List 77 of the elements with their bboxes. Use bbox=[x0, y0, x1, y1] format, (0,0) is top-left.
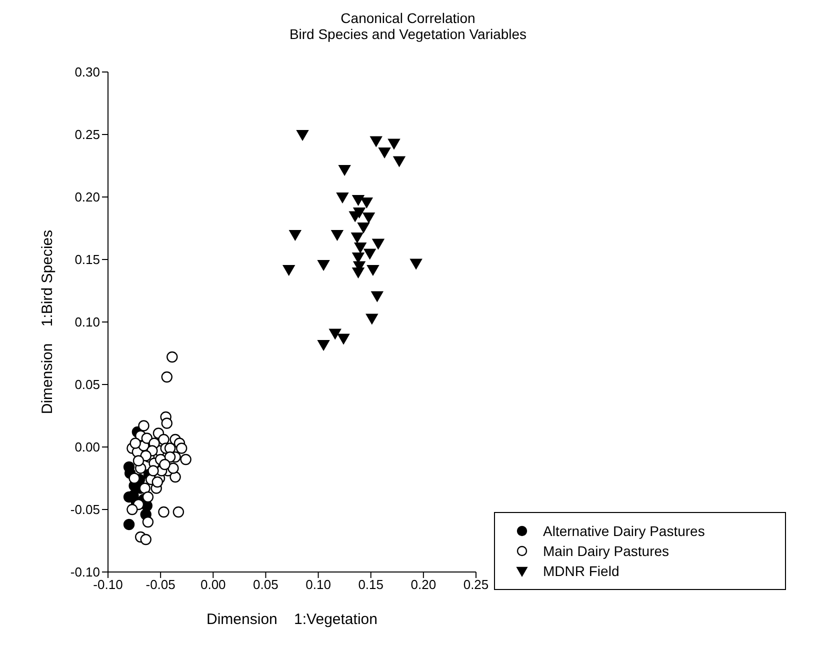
point bbox=[371, 291, 384, 302]
x-tick-label: 0.05 bbox=[253, 577, 278, 592]
point bbox=[364, 248, 376, 260]
point bbox=[296, 130, 309, 140]
point bbox=[158, 506, 170, 518]
x-tick-label: -0.05 bbox=[146, 577, 176, 592]
point bbox=[360, 198, 373, 208]
point bbox=[142, 491, 154, 503]
x-tick-label: 0.15 bbox=[358, 577, 384, 592]
point bbox=[282, 265, 295, 276]
point bbox=[352, 252, 364, 263]
point bbox=[372, 238, 384, 250]
y-tick-label: 0.05 bbox=[74, 377, 100, 392]
point bbox=[338, 334, 350, 344]
point bbox=[172, 506, 184, 518]
point bbox=[366, 314, 378, 324]
point bbox=[126, 504, 138, 516]
y-tick-label: 0.30 bbox=[74, 64, 100, 80]
legend-label: MDNR Field bbox=[543, 563, 620, 579]
point bbox=[329, 328, 342, 340]
point bbox=[176, 442, 188, 454]
x-tick-label: 0.20 bbox=[410, 577, 436, 592]
point bbox=[142, 516, 154, 528]
point bbox=[352, 268, 364, 278]
x-tick-label: -0.10 bbox=[93, 577, 123, 592]
point bbox=[354, 242, 366, 253]
point bbox=[353, 208, 366, 218]
y-tick-label: 0.20 bbox=[74, 190, 100, 205]
point bbox=[393, 156, 406, 167]
chart-subtitle: Bird Species and Vegetation Variables bbox=[288, 26, 528, 42]
point bbox=[378, 148, 391, 158]
legend-label: Alternative Dairy Pastures bbox=[543, 523, 705, 539]
point bbox=[152, 476, 164, 488]
y-tick-label: -0.05 bbox=[70, 502, 100, 518]
point bbox=[170, 471, 181, 483]
point bbox=[140, 450, 152, 462]
x-axis-title: Dimension 1:Vegetation bbox=[206, 611, 378, 628]
point bbox=[357, 222, 370, 233]
x-tick-label: 0.00 bbox=[200, 577, 226, 592]
y-tick-label: 0.00 bbox=[74, 440, 100, 455]
y-tick-label: -0.10 bbox=[70, 564, 100, 580]
point bbox=[370, 136, 382, 147]
point bbox=[123, 518, 135, 530]
x-tick-label: 0.10 bbox=[306, 577, 331, 592]
point bbox=[410, 258, 422, 270]
point bbox=[164, 451, 176, 463]
point bbox=[168, 462, 179, 474]
point bbox=[289, 230, 302, 240]
point bbox=[130, 438, 141, 449]
point bbox=[318, 260, 330, 270]
point bbox=[139, 482, 150, 494]
y-tick-label: 0.15 bbox=[74, 252, 100, 268]
point bbox=[362, 212, 375, 223]
chart-title: Canonical Correlation bbox=[340, 10, 476, 26]
point bbox=[366, 265, 379, 276]
x-tick-label: 0.25 bbox=[463, 577, 489, 592]
point bbox=[338, 165, 351, 176]
point bbox=[148, 465, 159, 476]
point bbox=[128, 472, 140, 484]
point bbox=[161, 371, 172, 383]
point bbox=[138, 420, 150, 432]
point bbox=[161, 418, 172, 429]
y-tick-label: 0.10 bbox=[74, 314, 100, 330]
point bbox=[132, 455, 144, 466]
point bbox=[140, 534, 152, 546]
point bbox=[180, 454, 192, 466]
point bbox=[318, 340, 330, 350]
legend-label: Main Dairy Pastures bbox=[543, 543, 670, 559]
point bbox=[352, 195, 364, 206]
point bbox=[351, 232, 364, 243]
point bbox=[166, 351, 178, 363]
point bbox=[331, 230, 344, 240]
y-axis-title: Dimension 1:Bird Species bbox=[39, 230, 56, 414]
point bbox=[388, 138, 400, 150]
point bbox=[336, 192, 348, 203]
point bbox=[159, 458, 170, 470]
y-tick-label: 0.25 bbox=[74, 127, 100, 142]
